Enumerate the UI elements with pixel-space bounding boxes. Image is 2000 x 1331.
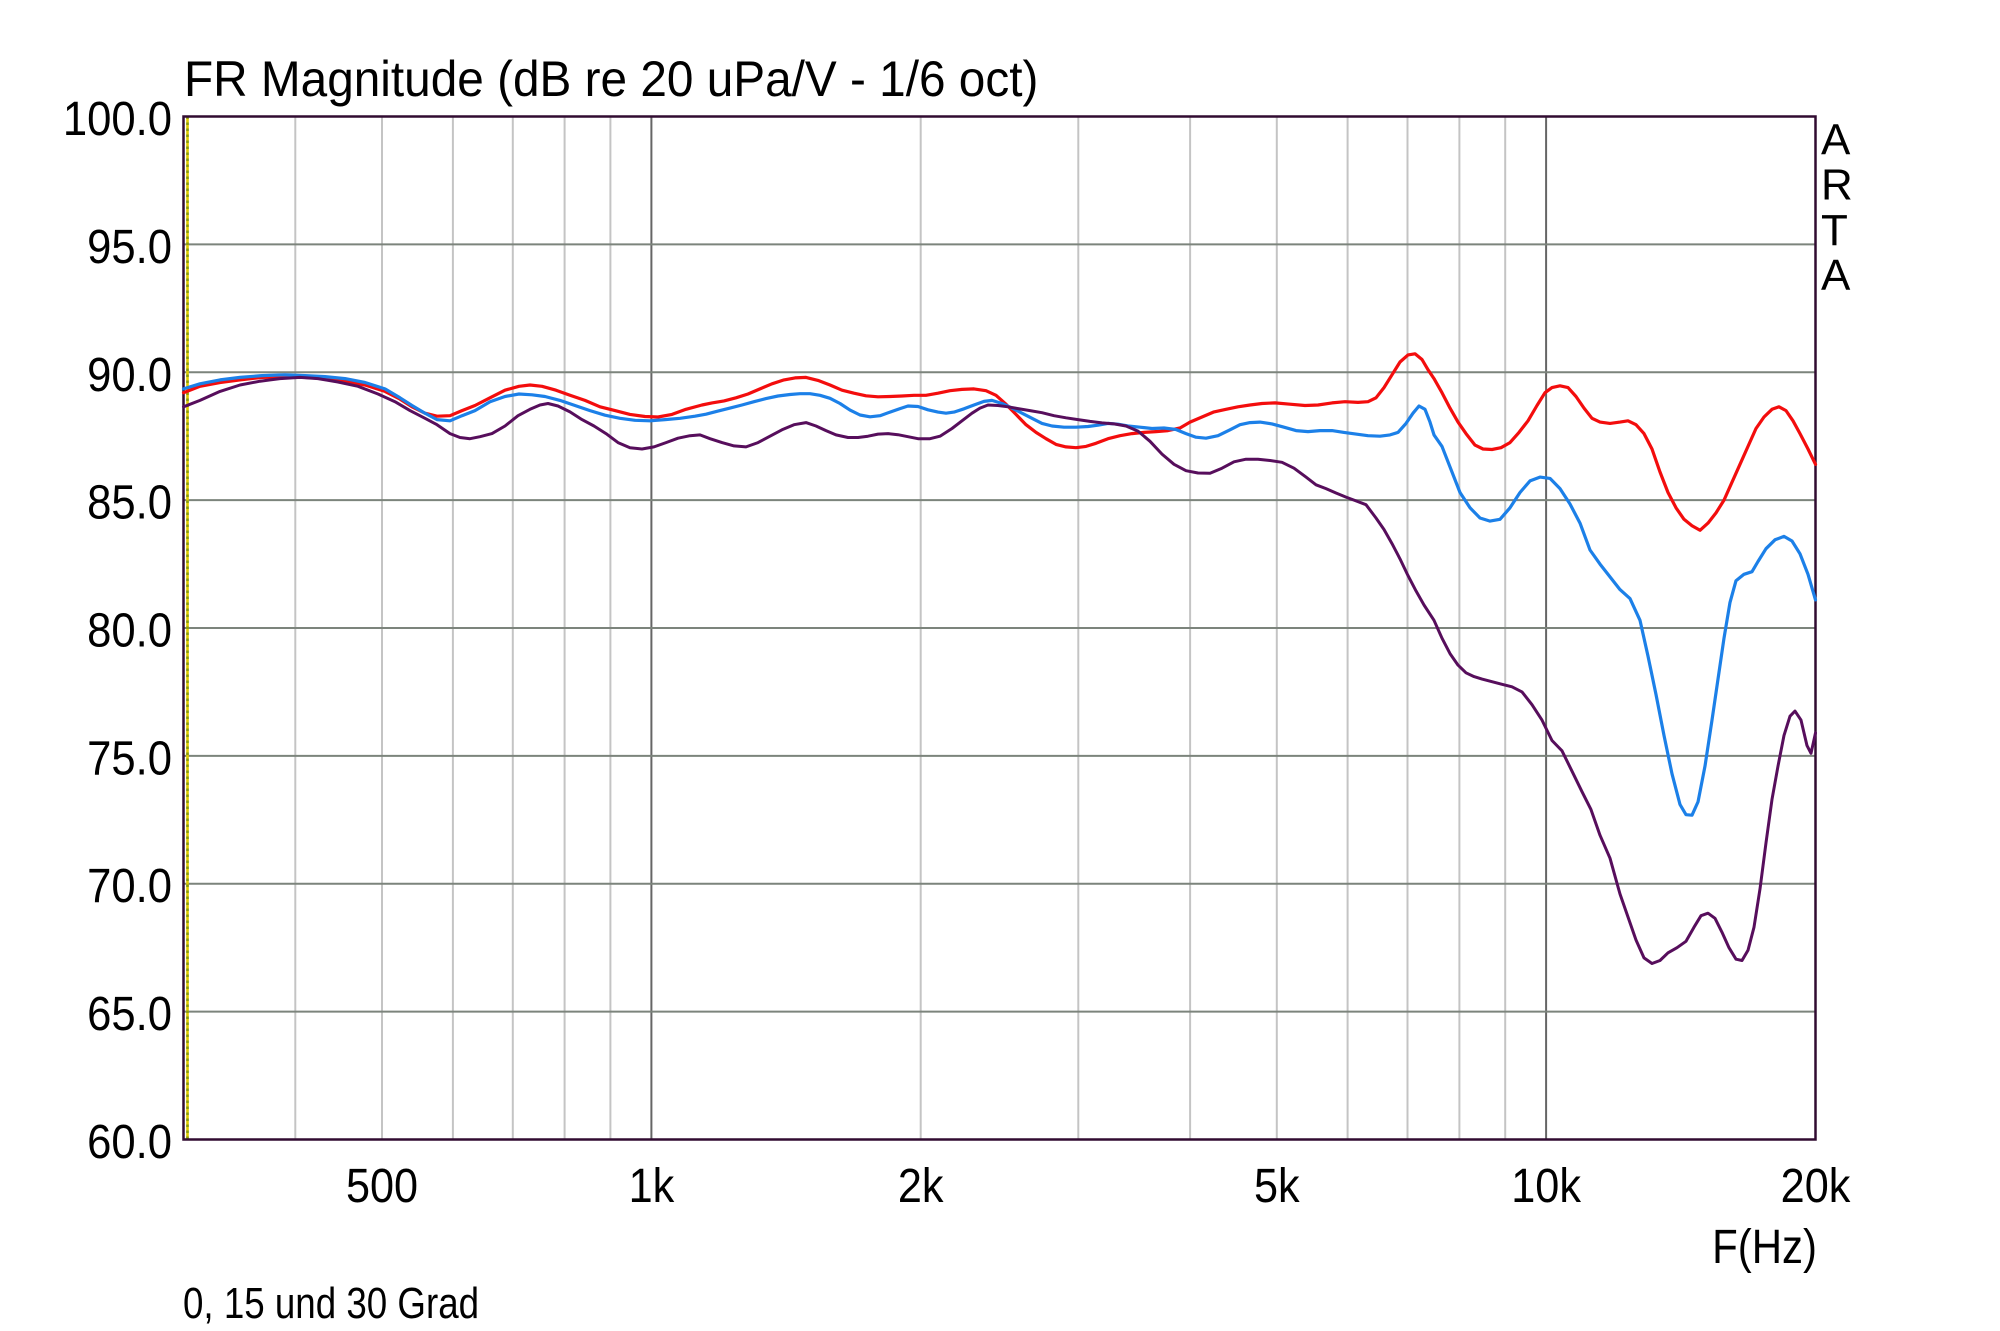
- svg-text:80.0: 80.0: [87, 603, 172, 657]
- svg-text:20k: 20k: [1781, 1159, 1851, 1213]
- svg-text:60.0: 60.0: [87, 1114, 172, 1168]
- svg-text:70.0: 70.0: [87, 858, 172, 912]
- svg-text:0, 15 und 30 Grad: 0, 15 und 30 Grad: [183, 1278, 479, 1328]
- svg-text:75.0: 75.0: [87, 730, 172, 784]
- svg-text:65.0: 65.0: [87, 986, 172, 1040]
- svg-text:A: A: [1821, 251, 1851, 300]
- svg-text:A: A: [1821, 116, 1851, 165]
- svg-text:85.0: 85.0: [87, 475, 172, 529]
- svg-text:T: T: [1821, 206, 1848, 255]
- svg-text:1k: 1k: [629, 1159, 675, 1213]
- svg-text:FR Magnitude (dB re 20 uPa/V -: FR Magnitude (dB re 20 uPa/V - 1/6 oct): [184, 52, 1038, 107]
- svg-text:2k: 2k: [898, 1159, 944, 1213]
- svg-text:F(Hz): F(Hz): [1712, 1219, 1817, 1273]
- svg-text:R: R: [1821, 161, 1853, 210]
- svg-text:500: 500: [346, 1159, 418, 1213]
- svg-text:95.0: 95.0: [87, 219, 172, 273]
- svg-text:100.0: 100.0: [63, 91, 172, 145]
- svg-text:90.0: 90.0: [87, 347, 172, 401]
- svg-text:5k: 5k: [1254, 1159, 1300, 1213]
- svg-text:10k: 10k: [1511, 1159, 1581, 1213]
